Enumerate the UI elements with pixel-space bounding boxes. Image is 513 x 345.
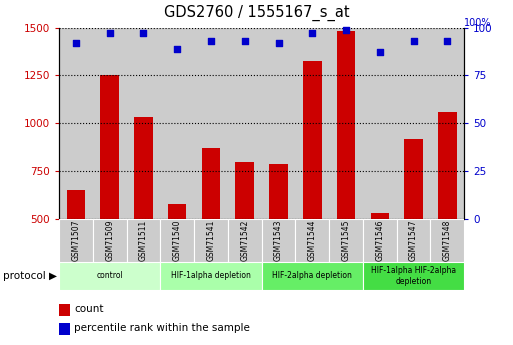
Bar (295, 28, 329, 219)
Bar (397, 28, 430, 219)
Bar (59, 262, 160, 290)
Bar (397, 219, 430, 262)
Point (443, 38, 451, 44)
Bar (262, 219, 295, 262)
Bar (303, 61, 322, 219)
Bar (430, 219, 464, 262)
Bar (329, 28, 363, 219)
Point (207, 38, 215, 44)
Text: control: control (96, 272, 123, 280)
Bar (168, 204, 187, 219)
Bar (93, 28, 127, 219)
Point (409, 38, 418, 44)
Bar (101, 75, 119, 219)
Bar (160, 219, 194, 262)
Point (274, 40, 283, 46)
Point (106, 31, 114, 36)
Bar (363, 28, 397, 219)
Bar (127, 219, 160, 262)
Text: GSM71540: GSM71540 (173, 220, 182, 262)
Bar (235, 161, 254, 219)
Bar (404, 139, 423, 219)
Text: GSM71548: GSM71548 (443, 220, 452, 261)
Text: GSM71544: GSM71544 (308, 220, 317, 262)
Point (342, 27, 350, 32)
Text: HIF-2alpha depletion: HIF-2alpha depletion (272, 272, 352, 280)
Point (376, 50, 384, 55)
Bar (262, 262, 363, 290)
Bar (194, 28, 228, 219)
Text: GSM71543: GSM71543 (274, 220, 283, 262)
Bar (228, 28, 262, 219)
Text: GSM71541: GSM71541 (206, 220, 215, 261)
Text: 100%: 100% (464, 18, 492, 28)
Bar (363, 262, 464, 290)
Bar (337, 31, 356, 219)
Point (241, 38, 249, 44)
Text: GSM71547: GSM71547 (409, 220, 418, 262)
Text: HIF-1alpha depletion: HIF-1alpha depletion (171, 272, 251, 280)
Bar (370, 213, 389, 219)
Bar (160, 28, 194, 219)
Point (173, 46, 181, 51)
Bar (430, 28, 464, 219)
Text: GSM71509: GSM71509 (105, 220, 114, 262)
Bar (59, 219, 93, 262)
Bar (363, 219, 397, 262)
Bar (438, 112, 457, 219)
Text: GSM71542: GSM71542 (240, 220, 249, 261)
Bar (202, 148, 220, 219)
Point (72, 40, 80, 46)
Bar (67, 190, 85, 219)
Text: GSM71511: GSM71511 (139, 220, 148, 261)
Point (140, 31, 148, 36)
Bar (160, 262, 262, 290)
Point (308, 31, 317, 36)
Text: count: count (74, 305, 104, 314)
Bar (127, 28, 160, 219)
Bar (134, 117, 153, 219)
Text: HIF-1alpha HIF-2alpha
depletion: HIF-1alpha HIF-2alpha depletion (371, 266, 456, 286)
Bar (295, 219, 329, 262)
Text: GSM71546: GSM71546 (376, 220, 384, 262)
Text: GSM71507: GSM71507 (71, 220, 81, 262)
Bar (59, 28, 93, 219)
Bar (262, 28, 295, 219)
Text: GSM71545: GSM71545 (342, 220, 350, 262)
Bar (93, 219, 127, 262)
Text: protocol ▶: protocol ▶ (3, 271, 56, 281)
Text: GDS2760 / 1555167_s_at: GDS2760 / 1555167_s_at (164, 5, 349, 21)
Bar (329, 219, 363, 262)
Text: percentile rank within the sample: percentile rank within the sample (74, 324, 250, 333)
Bar (194, 219, 228, 262)
Bar (269, 164, 288, 219)
Bar (228, 219, 262, 262)
